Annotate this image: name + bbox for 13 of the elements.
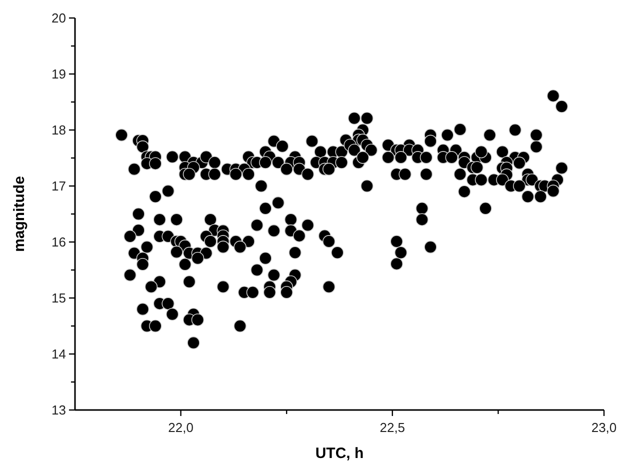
x-axis-title: UTC, h bbox=[315, 445, 364, 462]
y-tick-label: 20 bbox=[52, 10, 66, 26]
y-tick-label: 14 bbox=[52, 346, 66, 362]
y-tick-label: 18 bbox=[52, 122, 66, 138]
y-tick-label: 19 bbox=[52, 66, 66, 82]
y-tick-label: 16 bbox=[52, 234, 66, 250]
x-tick-label: 22,5 bbox=[380, 420, 406, 435]
y-tick-label: 15 bbox=[52, 290, 66, 306]
y-axis-title: magnitude bbox=[11, 176, 28, 252]
x-tick-label: 22,0 bbox=[168, 420, 194, 435]
y-tick-label: 17 bbox=[52, 178, 66, 194]
y-tick-label: 13 bbox=[52, 402, 66, 418]
x-tick-label: 23,0 bbox=[591, 420, 617, 435]
